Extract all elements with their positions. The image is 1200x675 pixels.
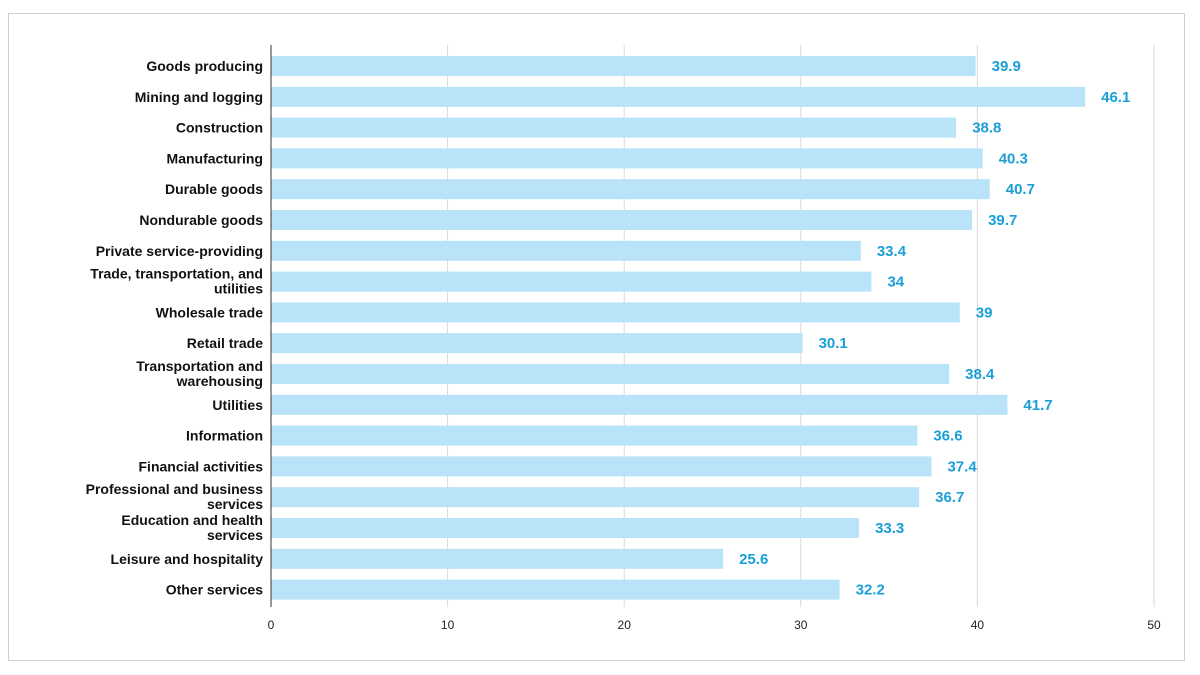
category-label: Professional and business <box>86 481 264 497</box>
category-label: warehousing <box>176 373 263 389</box>
category-label: Transportation and <box>136 358 263 374</box>
data-label: 39 <box>976 304 993 321</box>
data-label: 36.7 <box>935 489 964 506</box>
data-label: 39.7 <box>988 212 1017 229</box>
category-label: Mining and logging <box>135 89 263 105</box>
bar <box>271 302 960 323</box>
category-label: Trade, transportation, and <box>90 266 263 282</box>
category-label: services <box>207 496 263 512</box>
x-tick-label: 20 <box>618 618 632 632</box>
bar <box>271 117 957 138</box>
data-label: 33.4 <box>877 243 907 260</box>
x-tick-label: 50 <box>1147 618 1161 632</box>
bar <box>271 548 724 569</box>
category-label: utilities <box>214 281 263 297</box>
bar <box>271 179 990 200</box>
category-label: Manufacturing <box>167 150 263 166</box>
bar <box>271 56 976 76</box>
bar <box>271 425 918 446</box>
data-label: 33.3 <box>875 520 904 537</box>
data-label: 34 <box>887 274 904 291</box>
bar <box>271 210 973 230</box>
x-tick-label: 40 <box>971 618 985 632</box>
bar <box>271 394 1008 415</box>
x-tick-label: 10 <box>441 618 455 632</box>
data-label: 46.1 <box>1101 89 1130 106</box>
data-label: 40.7 <box>1006 181 1035 198</box>
data-label: 37.4 <box>947 458 977 475</box>
category-label: Retail trade <box>187 335 263 351</box>
category-label: Durable goods <box>165 181 263 197</box>
data-label: 40.3 <box>999 150 1028 167</box>
data-label: 30.1 <box>819 335 848 352</box>
category-label: Utilities <box>212 397 263 413</box>
category-label: Goods producing <box>146 58 263 74</box>
bar <box>271 579 840 600</box>
bar <box>271 240 861 261</box>
category-label: Construction <box>176 120 263 136</box>
category-label: Wholesale trade <box>156 304 264 320</box>
data-label: 38.4 <box>965 366 995 383</box>
category-label: Other services <box>166 582 263 598</box>
bar <box>271 364 950 384</box>
data-label: 36.6 <box>933 428 962 445</box>
bar <box>271 148 983 169</box>
bar <box>271 487 920 508</box>
category-label: Leisure and hospitality <box>111 551 264 567</box>
category-label: Private service-providing <box>96 243 263 259</box>
data-label: 25.6 <box>739 551 768 568</box>
bar <box>271 518 860 538</box>
data-label: 39.9 <box>992 58 1021 75</box>
category-label: Nondurable goods <box>139 212 263 228</box>
category-label: services <box>207 527 263 543</box>
category-label: Information <box>186 428 263 444</box>
bar <box>271 456 932 477</box>
category-label: Financial activities <box>139 458 264 474</box>
category-label: Education and health <box>121 512 263 528</box>
data-label: 38.8 <box>972 120 1001 137</box>
x-tick-label: 30 <box>794 618 808 632</box>
bar <box>271 333 803 354</box>
bar <box>271 271 872 292</box>
data-label: 41.7 <box>1023 397 1052 414</box>
data-label: 32.2 <box>856 582 885 599</box>
x-tick-label: 0 <box>268 618 275 632</box>
bar <box>271 86 1086 107</box>
